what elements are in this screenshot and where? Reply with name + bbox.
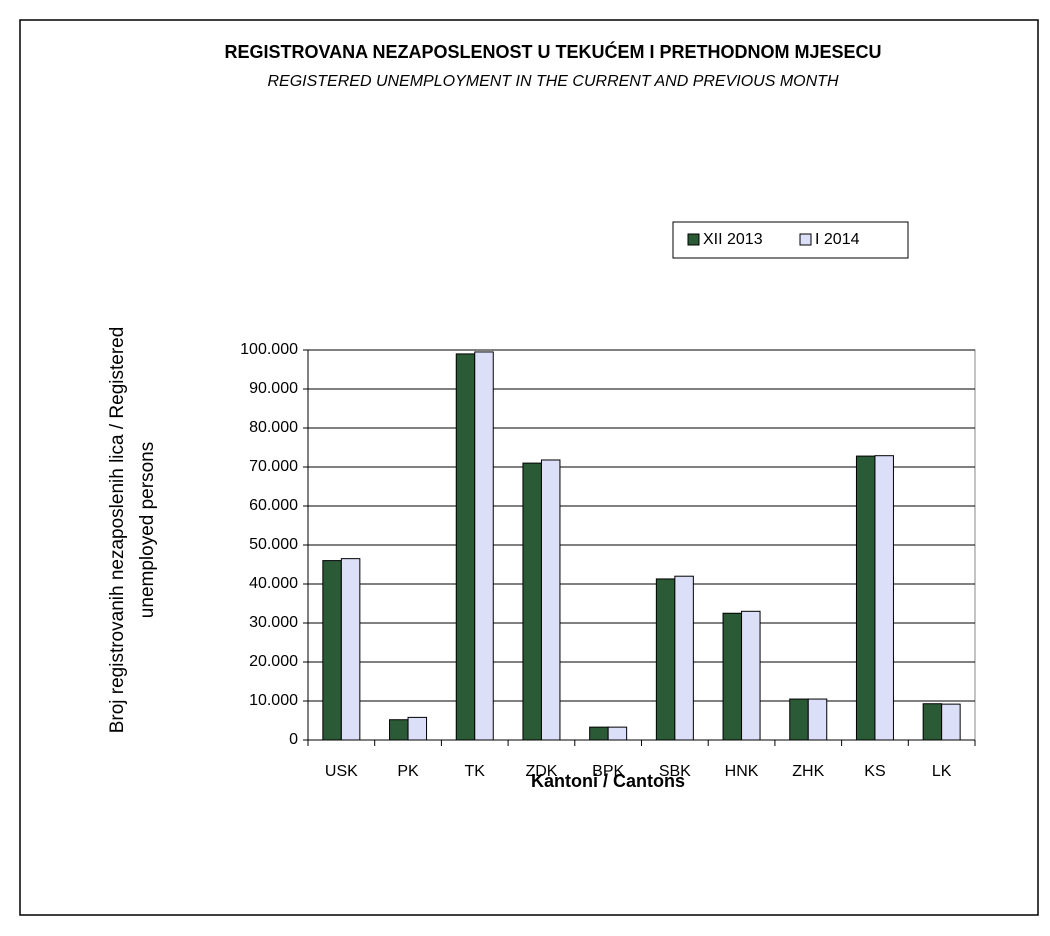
x-tick-label: BPK (592, 763, 624, 780)
chart-subtitle: REGISTERED UNEMPLOYMENT IN THE CURRENT A… (267, 73, 838, 90)
bar (522, 462, 542, 741)
y-tick-label: 40.000 (249, 575, 298, 592)
x-tick-label: SBK (659, 763, 691, 780)
bar (340, 558, 361, 741)
y-tick-label: 80.000 (249, 419, 298, 436)
y-tick-label: 60.000 (249, 497, 298, 514)
legend-swatch (687, 233, 700, 246)
bar (722, 612, 743, 741)
bar (741, 610, 761, 741)
x-tick-label: KS (864, 763, 885, 780)
y-tick-label: 30.000 (249, 614, 298, 631)
x-tick-label: ZHK (792, 763, 824, 780)
bar (922, 703, 943, 741)
bar (589, 726, 609, 741)
bar (389, 719, 409, 741)
y-tick-label: 0 (289, 731, 298, 748)
bar (607, 726, 628, 741)
x-tick-label: LK (932, 763, 952, 780)
y-tick-label: 70.000 (249, 458, 298, 475)
y-tick-label: 10.000 (249, 692, 298, 709)
legend-box (672, 221, 909, 259)
bar (874, 455, 894, 741)
y-tick-label: 20.000 (249, 653, 298, 670)
y-tick-label: 90.000 (249, 380, 298, 397)
bar (540, 459, 561, 741)
chart-title: REGISTROVANA NEZAPOSLENOST U TEKUĆEM I P… (224, 41, 881, 62)
bar (655, 578, 676, 741)
bar (474, 351, 494, 741)
bar (407, 716, 428, 741)
y-axis-label: unemployed persons (137, 442, 158, 618)
legend-swatch (799, 233, 812, 246)
x-axis-label: Kantoni / Cantons (531, 771, 685, 791)
y-tick-label: 100.000 (240, 341, 298, 358)
bar (941, 703, 961, 741)
bar (855, 455, 876, 741)
y-axis-label: Broj registrovanih nezaposlenih lica / R… (107, 327, 128, 734)
bar (807, 698, 828, 741)
x-tick-label: PK (397, 763, 419, 780)
y-tick-label: 50.000 (249, 536, 298, 553)
legend-label: I 2014 (815, 231, 860, 248)
x-tick-label: USK (325, 763, 358, 780)
bar (674, 575, 694, 741)
bar (789, 698, 809, 741)
bar (455, 353, 476, 741)
x-tick-label: HNK (725, 763, 759, 780)
x-tick-label: ZDK (525, 763, 557, 780)
bar (322, 560, 342, 741)
legend-label: XII 2013 (703, 231, 763, 248)
x-tick-label: TK (465, 763, 486, 780)
